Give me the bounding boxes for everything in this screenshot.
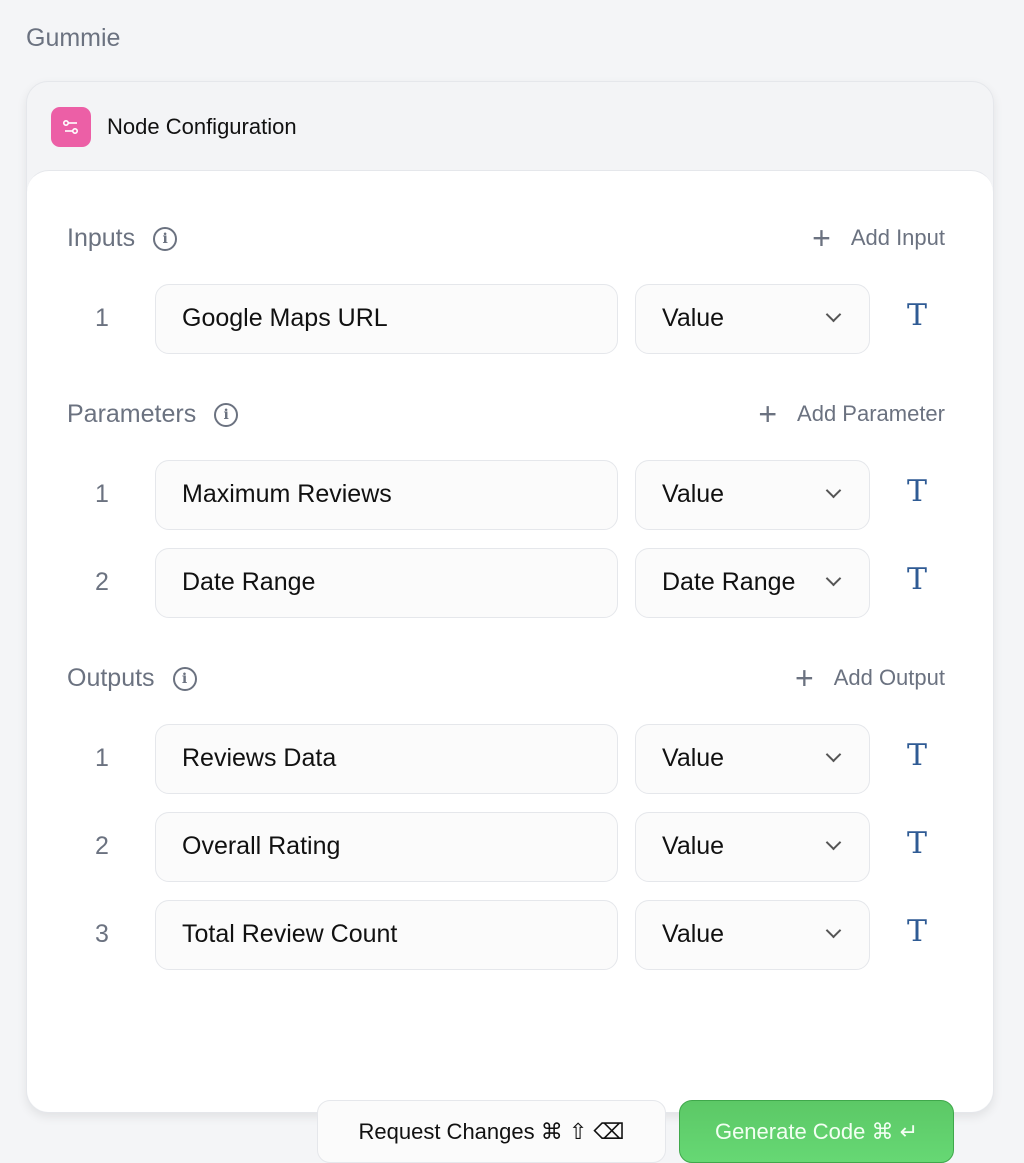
name-input[interactable]: Reviews Data (155, 724, 618, 794)
row-number: 1 (95, 480, 109, 508)
row-number: 2 (95, 832, 109, 860)
inputs-section-heading: Inputs i (67, 224, 178, 253)
text-type-icon[interactable]: T (907, 738, 928, 773)
outputs-row: 2 Overall Rating Value T (27, 812, 993, 882)
add-label: Add Output (833, 665, 945, 690)
text-type-icon[interactable]: T (907, 562, 928, 597)
inputs-title: Inputs (67, 224, 136, 252)
name-input[interactable]: Google Maps URL (155, 284, 618, 354)
type-select[interactable]: Value (635, 284, 870, 354)
info-icon[interactable]: i (214, 402, 239, 427)
outputs-row: 3 Total Review Count Value T (27, 900, 993, 970)
parameters-row: 2 Date Range Date Range T (27, 548, 993, 618)
row-number: 1 (95, 304, 109, 332)
chevron-down-icon (825, 482, 842, 499)
plus-icon: + (795, 660, 814, 696)
info-icon[interactable]: i (172, 666, 197, 691)
inputs-row: 1 Google Maps URL Value T (27, 284, 993, 354)
chevron-down-icon (825, 746, 842, 763)
type-value: Value (662, 744, 725, 772)
text-type-icon[interactable]: T (907, 826, 928, 861)
plus-icon: + (812, 220, 831, 256)
chevron-down-icon (825, 922, 842, 939)
info-icon[interactable]: i (153, 226, 178, 251)
type-select[interactable]: Date Range (635, 548, 870, 618)
outputs-section-heading: Outputs i (67, 664, 197, 693)
sliders-icon (51, 107, 91, 147)
row-number: 2 (95, 568, 109, 596)
text-type-icon[interactable]: T (907, 298, 928, 333)
outputs-row: 1 Reviews Data Value T (27, 724, 993, 794)
add-parameter-button[interactable]: + Add Parameter (758, 398, 945, 430)
name-input[interactable]: Date Range (155, 548, 618, 618)
card-title: Node Configuration (107, 114, 297, 139)
parameters-section-heading: Parameters i (67, 400, 239, 429)
add-output-button[interactable]: + Add Output (795, 662, 945, 694)
parameters-row: 1 Maximum Reviews Value T (27, 460, 993, 530)
name-input[interactable]: Overall Rating (155, 812, 618, 882)
type-value: Value (662, 920, 725, 948)
node-configuration-card: Node Configuration Request Changes ⌘ ⇧ ⌫… (26, 81, 994, 1163)
outputs-title: Outputs (67, 664, 155, 692)
type-select[interactable]: Value (635, 812, 870, 882)
generate-code-button[interactable]: Generate Code ⌘ ↵ (679, 1100, 954, 1163)
chevron-down-icon (825, 570, 842, 587)
add-label: Add Parameter (797, 401, 945, 426)
type-value: Value (662, 304, 725, 332)
type-value: Value (662, 832, 725, 860)
add-label: Add Input (850, 225, 945, 250)
type-value: Date Range (662, 568, 796, 596)
row-number: 1 (95, 744, 109, 772)
add-input-button[interactable]: + Add Input (812, 222, 945, 254)
chevron-down-icon (825, 834, 842, 851)
text-type-icon[interactable]: T (907, 474, 928, 509)
request-changes-button[interactable]: Request Changes ⌘ ⇧ ⌫ (317, 1100, 666, 1163)
app-title: Gummie (26, 24, 121, 52)
chevron-down-icon (825, 306, 842, 323)
type-select[interactable]: Value (635, 460, 870, 530)
plus-icon: + (758, 396, 778, 432)
name-input[interactable]: Maximum Reviews (155, 460, 618, 530)
parameters-title: Parameters (67, 400, 197, 428)
text-type-icon[interactable]: T (907, 914, 928, 949)
name-input[interactable]: Total Review Count (155, 900, 618, 970)
type-value: Value (662, 480, 725, 508)
type-select[interactable]: Value (635, 724, 870, 794)
row-number: 3 (95, 920, 109, 948)
type-select[interactable]: Value (635, 900, 870, 970)
config-panel: Request Changes ⌘ ⇧ ⌫ Generate Code ⌘ ↵ … (27, 170, 993, 1163)
